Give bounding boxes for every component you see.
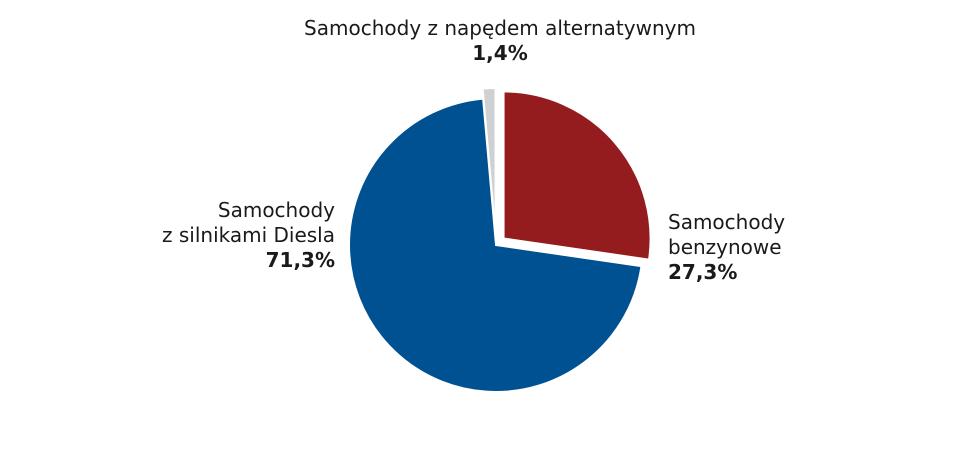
pie-slice-alternative [481, 87, 497, 236]
label-alternative: Samochody z napędem alternatywnym 1,4% [230, 16, 770, 66]
label-diesel-value: 71,3% [265, 248, 335, 272]
label-petrol-line2: benzynowe [668, 235, 782, 259]
label-diesel-line1: Samochody [217, 198, 335, 222]
label-alternative-name: Samochody z napędem alternatywnym [304, 16, 696, 40]
label-diesel-line2: z silnikami Diesla [162, 223, 335, 247]
label-petrol-value: 27,3% [668, 260, 738, 284]
label-diesel: Samochody z silnikami Diesla 71,3% [162, 198, 335, 273]
pie-slice-diesel [348, 97, 643, 393]
label-petrol-line1: Samochody [668, 210, 786, 234]
label-petrol: Samochody benzynowe 27,3% [668, 210, 785, 285]
label-alternative-value: 1,4% [472, 41, 528, 65]
pie-slice-petrol [502, 90, 652, 261]
